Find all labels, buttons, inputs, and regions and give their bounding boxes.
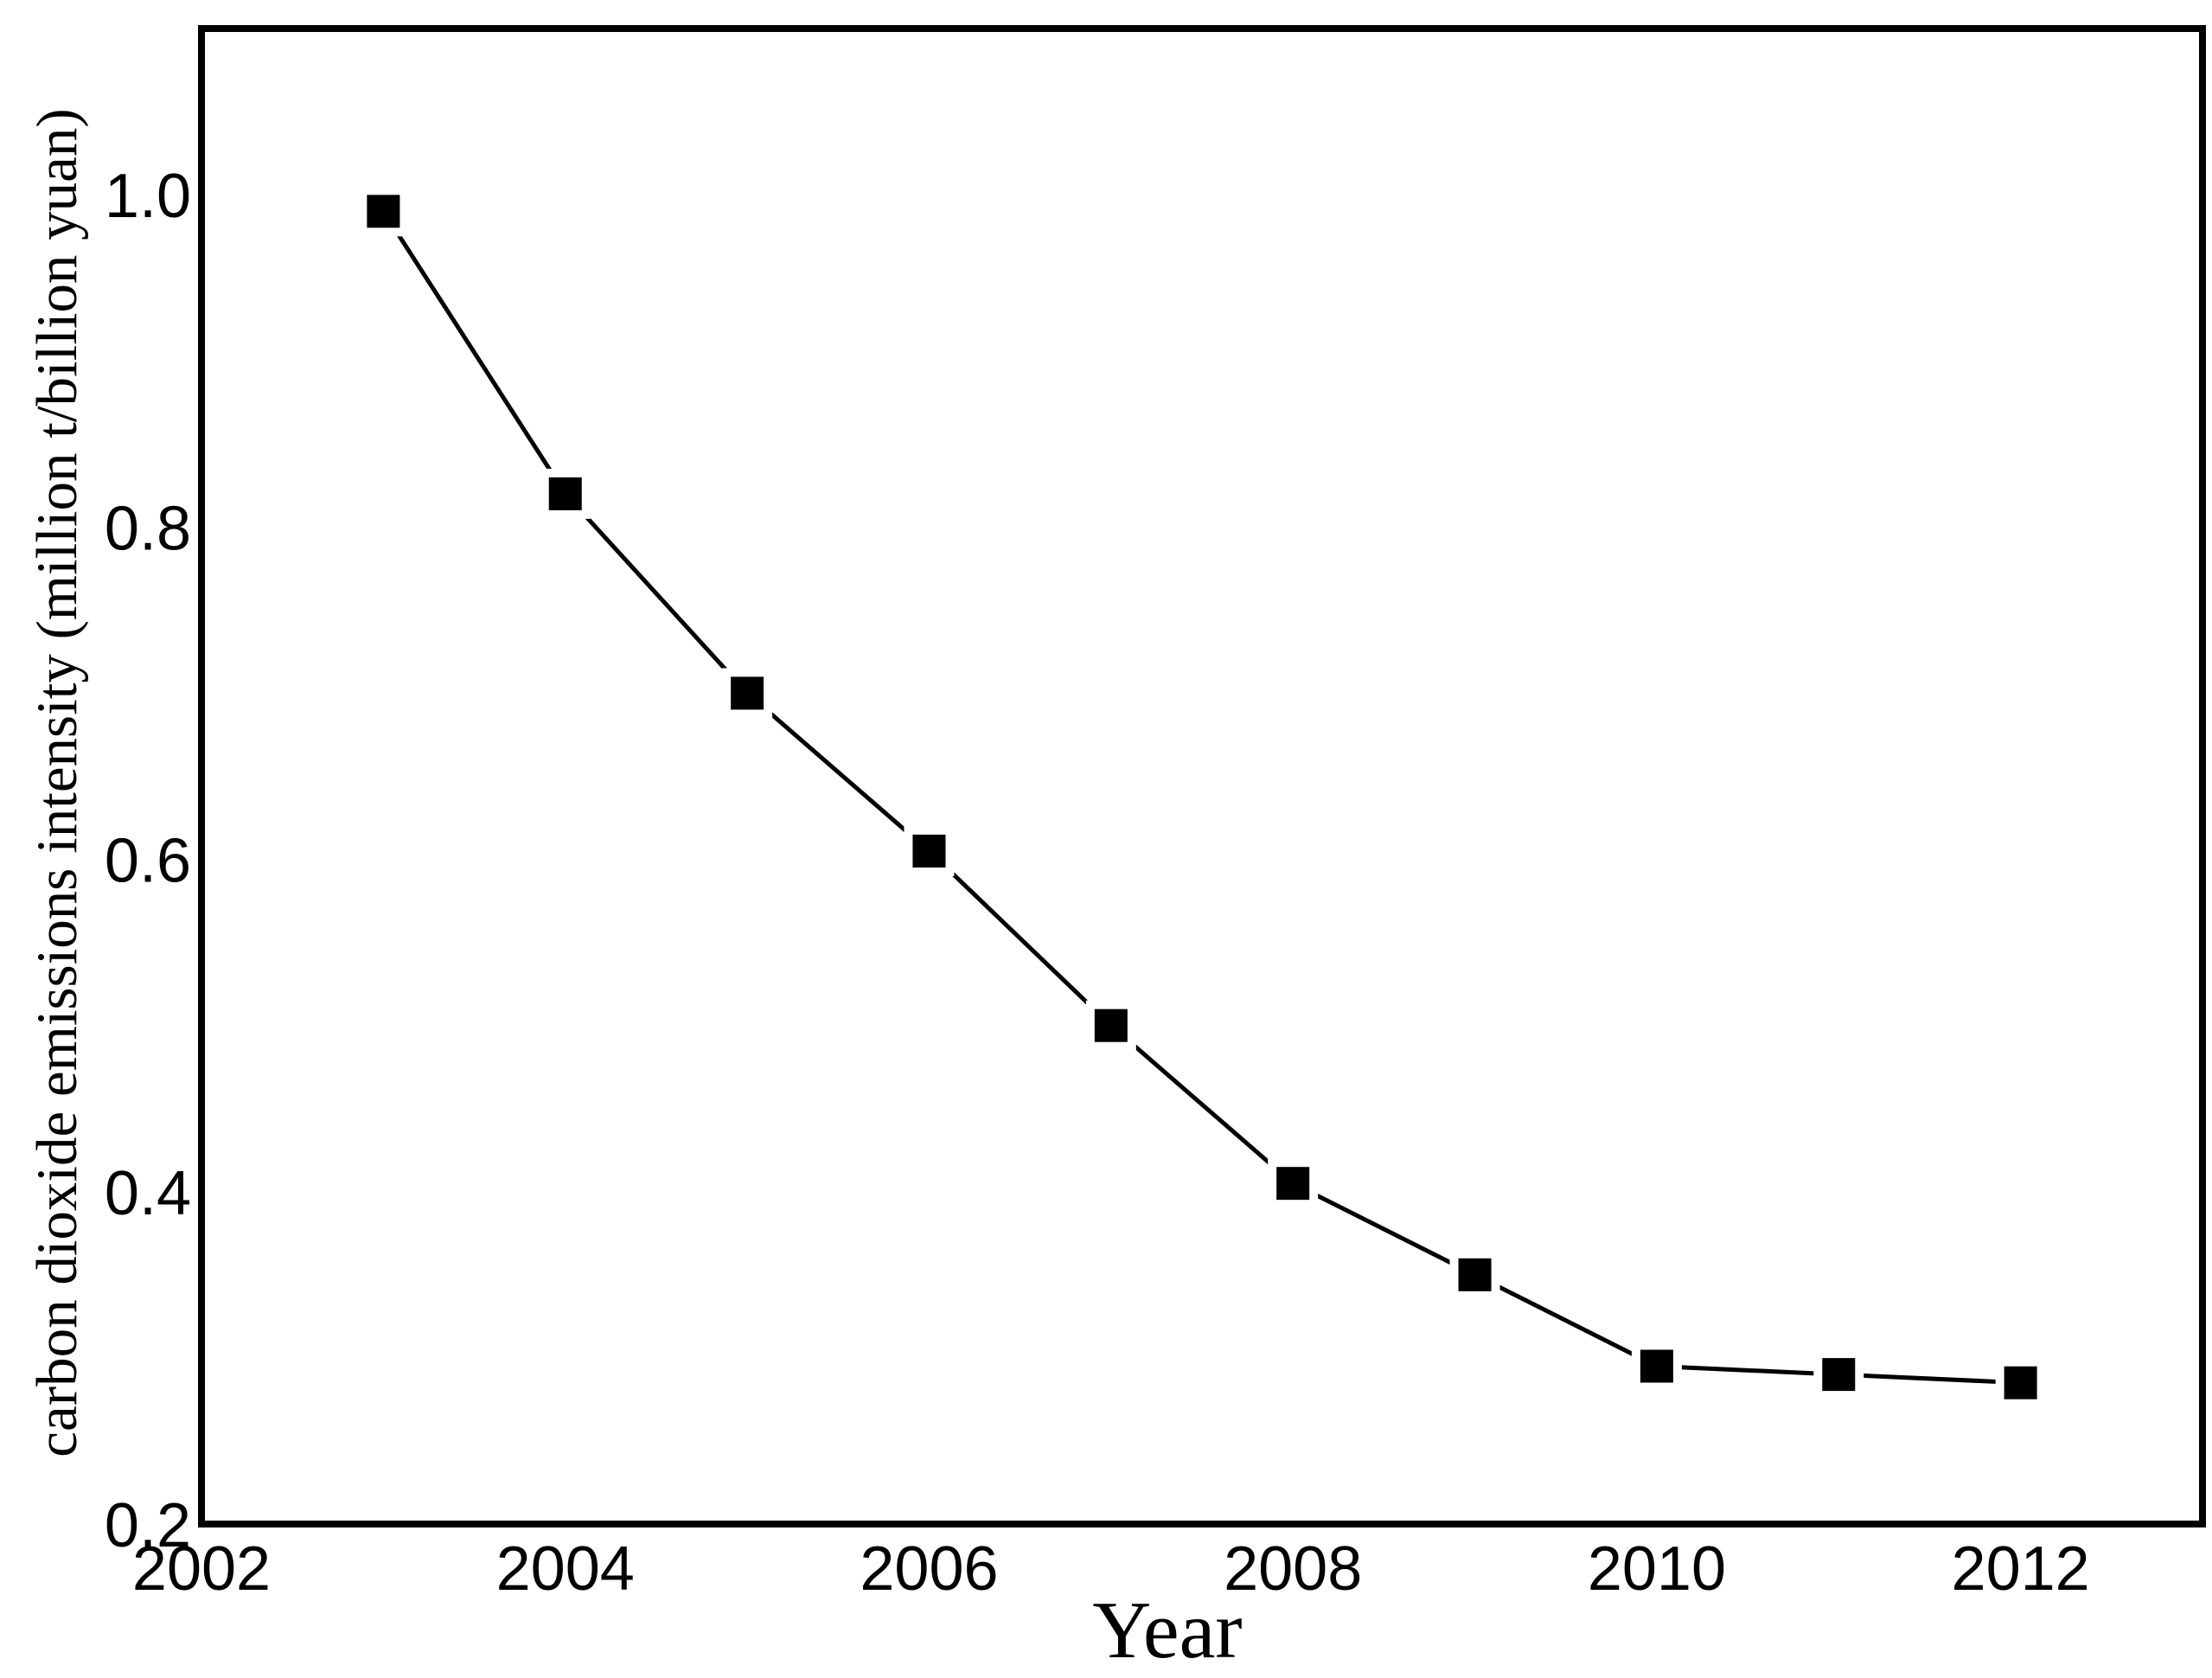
x-axis-tick-labels: 2002 2004 2006 2008 2010 2012 xyxy=(132,1534,2090,1604)
y-axis-title: carbon dioxide emissions intensity (mill… xyxy=(25,108,89,1457)
data-point-marker xyxy=(1094,1009,1128,1042)
x-tick-label: 2010 xyxy=(1588,1534,1726,1604)
y-tick-label: 0.8 xyxy=(105,494,191,563)
y-tick-label: 0.2 xyxy=(105,1491,191,1560)
data-point-marker xyxy=(367,195,400,228)
series-line xyxy=(381,209,2021,1386)
data-point-marker xyxy=(548,477,582,510)
data-point-marker xyxy=(1276,1167,1310,1201)
x-tick-label: 2008 xyxy=(1224,1534,1362,1604)
y-axis-tick-labels: 0.2 0.4 0.6 0.8 1.0 xyxy=(105,162,191,1560)
data-point-marker xyxy=(1458,1258,1492,1291)
data-point-marker xyxy=(731,676,764,710)
x-tick-label: 2012 xyxy=(1952,1534,2090,1604)
data-point-marker xyxy=(912,834,946,868)
y-tick-label: 1.0 xyxy=(105,162,191,231)
x-axis-title: Year xyxy=(1092,1585,1242,1675)
data-point-marker xyxy=(2004,1366,2037,1399)
x-tick-label: 2006 xyxy=(860,1534,998,1604)
data-series xyxy=(358,186,2046,1408)
x-tick-label: 2002 xyxy=(132,1534,271,1604)
plot-frame xyxy=(198,25,2206,1527)
data-point-marker xyxy=(1640,1349,1673,1383)
y-tick-label: 0.4 xyxy=(105,1159,191,1228)
y-tick-label: 0.6 xyxy=(105,827,191,896)
x-tick-label: 2004 xyxy=(496,1534,635,1604)
data-point-marker xyxy=(1822,1358,1856,1392)
